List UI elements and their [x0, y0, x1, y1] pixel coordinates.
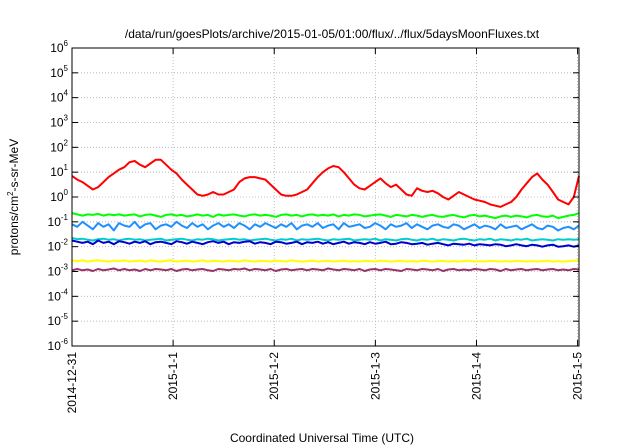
y-axis-ticks: 10-6 10-5 10-4 10-3 10-2 10-1 100 101 102 103 104 1… — [48, 39, 579, 353]
y-tick-label: 10-5 — [48, 312, 69, 328]
y-tick-label: 106 — [50, 39, 68, 55]
x-tick-label: 2015-1-4 — [469, 352, 483, 400]
series-line-7 — [71, 267, 580, 272]
y-tick-label: 10-1 — [48, 213, 69, 229]
y-tick-label: 104 — [50, 89, 68, 105]
y-tick-label: 10-2 — [48, 238, 69, 254]
y-tick-label: 101 — [50, 163, 68, 179]
y-tick-label: 10-3 — [48, 263, 69, 279]
y-tick-label: 105 — [50, 64, 68, 80]
y-tick-label: 103 — [50, 114, 68, 130]
plot-frame — [71, 47, 580, 347]
y-tick-label: 10-4 — [48, 287, 69, 303]
chart-title: /data/run/goesPlots/archive/2015-01-05/0… — [125, 27, 540, 41]
x-tick-label: 2015-1-2 — [267, 352, 281, 400]
x-axis-ticks: 2014-12-31 2015-1-1 2015-1-2 2015-1-3 2015-1… — [65, 48, 585, 413]
series-line-6 — [71, 259, 580, 263]
grid-lines — [72, 48, 579, 346]
y-tick-label: 102 — [50, 138, 68, 154]
x-axis-title: Coordinated Universal Time (UTC) — [230, 431, 414, 445]
x-tick-label: 2015-1-1 — [166, 352, 180, 400]
x-tick-label: 2014-12-31 — [65, 352, 79, 414]
y-tick-label: 10-6 — [48, 337, 69, 353]
series-line-3 — [71, 220, 580, 232]
x-tick-label: 2015-1-3 — [368, 352, 382, 400]
data-series — [71, 158, 580, 272]
series-line-2 — [71, 212, 580, 220]
series-line-4 — [71, 237, 580, 242]
y-tick-label: 100 — [50, 188, 68, 204]
series-line-1 — [71, 158, 580, 208]
x-tick-label: 2015-1-5 — [571, 352, 585, 400]
series-line-5 — [71, 239, 580, 248]
y-axis-title: protons/cm2-s-sr-MeV — [6, 139, 21, 255]
